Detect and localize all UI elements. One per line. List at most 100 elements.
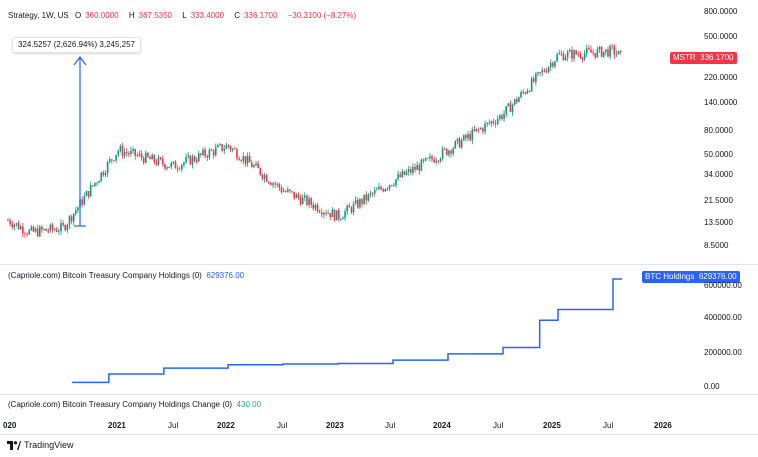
candle-body [15, 223, 18, 225]
candle-body [602, 51, 605, 57]
candle-body [259, 168, 262, 175]
candle-body [613, 46, 616, 55]
candle-body [388, 185, 391, 189]
candle-body [494, 123, 497, 124]
candle-body [187, 155, 189, 158]
candle-body [75, 210, 77, 214]
candle-body [77, 207, 79, 211]
candle-body [513, 99, 516, 105]
holdings-change-title[interactable]: (Capriole.com) Bitcoin Treasury Company … [8, 400, 233, 409]
candle-body [121, 146, 124, 156]
candle-body [87, 191, 90, 197]
candle-body [380, 186, 382, 190]
candle-body [346, 205, 348, 212]
candle-body [24, 233, 26, 235]
candle-body [354, 199, 357, 204]
candle-body [81, 199, 83, 205]
tradingview-logo[interactable]: TradingView [7, 440, 74, 450]
price-axis-label: 800.0000 [704, 7, 738, 16]
candle-body [342, 217, 344, 220]
candle-body [295, 194, 298, 199]
candle-body [267, 181, 270, 183]
pane-separator[interactable] [0, 394, 758, 395]
candle-body [348, 205, 351, 208]
candle-body [363, 194, 365, 204]
candle-body [210, 149, 213, 151]
candle-body [477, 128, 480, 130]
candle-body [274, 183, 276, 185]
candle-body [219, 144, 221, 146]
candle-body [437, 160, 440, 162]
candle-body [611, 45, 613, 47]
price-axis-label: 21.5000 [704, 196, 733, 205]
candle-body [19, 226, 22, 230]
candle-body [520, 92, 522, 98]
candle-body [17, 223, 20, 230]
candle-body [492, 121, 495, 124]
candle-body [246, 155, 249, 164]
candle-body [170, 163, 173, 168]
candle-body [164, 164, 166, 169]
candle-body [191, 156, 194, 165]
candle-body [227, 144, 230, 147]
candle-body [422, 159, 425, 161]
candle-body [600, 46, 603, 57]
measure-arrowhead [73, 56, 87, 66]
candle-body [193, 156, 196, 161]
candle-body [617, 50, 620, 55]
candle-body [446, 148, 448, 155]
candle-body [11, 224, 14, 228]
candle-body [564, 57, 567, 61]
candle-body [352, 203, 355, 213]
tag-value: 336.1700 [700, 53, 734, 62]
candle-body [142, 157, 145, 163]
candle-body [424, 157, 427, 161]
candle-body [204, 149, 206, 157]
candle-body [532, 78, 535, 82]
candle-body [30, 226, 33, 231]
candle-body [178, 168, 181, 170]
candle-body [125, 152, 128, 154]
open-value: 360.0000 [85, 11, 119, 20]
candle-body [407, 168, 410, 172]
time-axis-label: Jul [385, 421, 396, 430]
price-chart[interactable] [0, 0, 758, 265]
time-axis-label: 020 [3, 421, 17, 430]
symbol-label[interactable]: Strategy, 1W, US [8, 11, 69, 20]
price-axis-label: 34.0000 [704, 170, 733, 179]
candle-body [395, 179, 397, 186]
candle-body [496, 119, 499, 124]
candle-body [581, 57, 584, 59]
candle-body [244, 156, 247, 164]
candle-body [195, 160, 198, 162]
candle-body [89, 185, 92, 197]
candle-body [528, 90, 531, 92]
candle-body [452, 148, 454, 154]
candle-body [41, 226, 43, 230]
candle-body [297, 194, 300, 198]
candle-body [308, 198, 310, 205]
candle-body [104, 173, 107, 176]
candle-body [223, 148, 226, 151]
candle-body [253, 165, 255, 168]
candle-body [51, 224, 54, 230]
candle-body [13, 224, 16, 228]
candle-body [390, 185, 393, 186]
candle-body [577, 54, 580, 56]
candle-body [482, 128, 484, 132]
price-axis-label: 80.0000 [704, 126, 733, 135]
candle-body [229, 146, 232, 150]
candle-body [331, 209, 334, 218]
pane-separator[interactable] [0, 264, 758, 265]
candle-body [189, 155, 192, 165]
candle-body [49, 224, 52, 232]
low-value: 333.4000 [190, 11, 225, 20]
candle-body [176, 168, 179, 170]
candle-body [242, 156, 245, 161]
candle-body [32, 226, 35, 232]
holdings-title[interactable]: (Capriole.com) Bitcoin Treasury Company … [8, 271, 202, 280]
candle-body [469, 134, 471, 141]
candle-body [255, 163, 257, 166]
candle-body [257, 163, 259, 169]
candle-body [108, 159, 111, 163]
